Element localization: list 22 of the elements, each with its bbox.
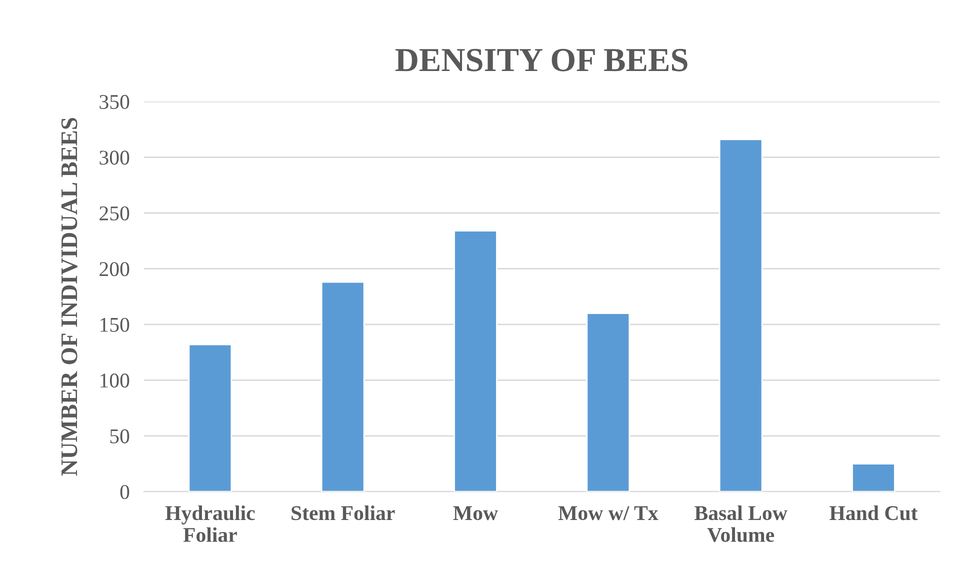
bar (454, 230, 498, 492)
y-tick-label: 200 (100, 262, 130, 276)
y-tick-label: 0 (120, 484, 130, 500)
bar (718, 138, 763, 492)
x-tick-label: Basal Low Volume (694, 505, 788, 542)
x-tick-label: Hand Cut (830, 505, 918, 520)
x-tick-label: Stem Foliar (292, 505, 395, 520)
x-tick-label: Hydraulic Foliar (165, 505, 255, 542)
bar (188, 344, 232, 492)
y-tick-label: 300 (100, 150, 130, 165)
y-tick-label: 150 (100, 318, 130, 332)
y-tick-label: 100 (100, 374, 130, 388)
y-tick-label: 250 (100, 206, 130, 220)
bar (852, 463, 896, 492)
y-tick-label: 50 (110, 429, 130, 444)
y-axis-title: NUMBER OF INDIVIDUAL BEES (61, 118, 78, 476)
x-tick-label: Mow (453, 506, 498, 520)
chart-title: DENSITY OF BEES (395, 48, 688, 72)
bar (586, 312, 630, 492)
x-tick-label: Mow w/ Tx (558, 506, 658, 520)
bar (320, 281, 365, 492)
y-tick-label: 350 (100, 94, 130, 109)
